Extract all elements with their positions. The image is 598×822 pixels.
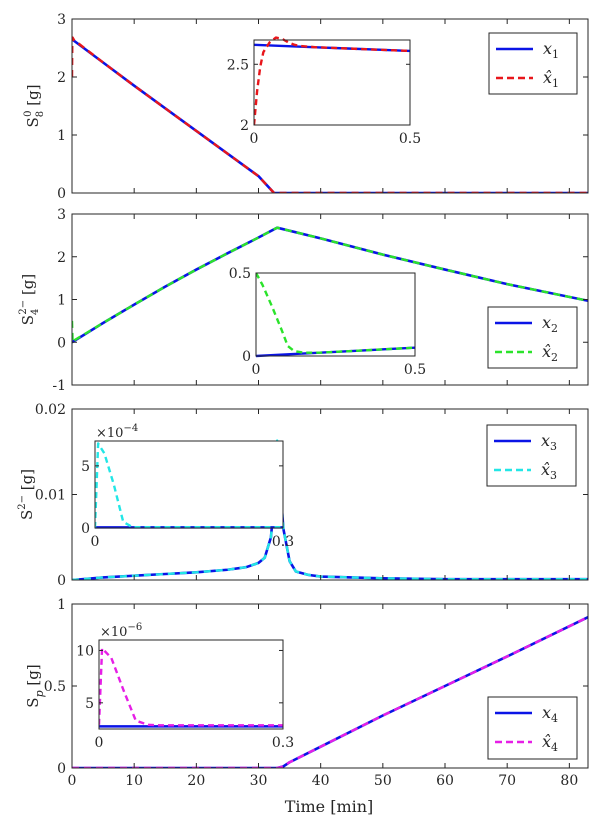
x-axis-label: Time [min] — [285, 797, 374, 816]
y-tick-label: 2 — [57, 70, 66, 86]
y-tick-label: 0 — [57, 186, 66, 202]
legend: x2x̂2 — [487, 306, 578, 369]
inset-y-tick-label: 5 — [81, 459, 90, 475]
inset-y-tick-label: 10 — [76, 643, 94, 659]
inset-y-tick-label: 0 — [81, 521, 90, 537]
inset-series-group — [256, 272, 415, 358]
inset-box — [94, 440, 284, 529]
legend-box — [486, 424, 577, 487]
legend-entry: x4 — [542, 703, 558, 725]
inset-4: 5 10 0 0.3 ×10−6 — [76, 622, 294, 751]
y-axis-label: S2− [g] — [17, 469, 36, 520]
y-tick-label: 0.01 — [35, 488, 66, 504]
legend-entry: x̂3 — [541, 460, 557, 482]
y-tick-label: 3 — [57, 12, 66, 28]
y-tick-label: -1 — [52, 378, 66, 394]
legend-entry: x3 — [541, 431, 557, 453]
series-group — [72, 226, 588, 344]
inset-line-estimate — [254, 36, 410, 126]
inset-series-group — [254, 36, 410, 126]
y-tick-label: 1 — [57, 128, 66, 144]
series-line-estimate — [72, 36, 588, 193]
y-axis-label: Sp [g] — [24, 664, 46, 707]
x-tick-label: 30 — [250, 773, 268, 789]
legend-entry: x̂4 — [542, 732, 558, 754]
series-line-true — [72, 38, 588, 193]
inset-x-tick-label: 0.5 — [399, 131, 421, 147]
inset-line-estimate — [256, 272, 415, 354]
y-tick-label: 2 — [57, 250, 66, 266]
y-tick-label: 0.02 — [35, 402, 66, 418]
inset-x-tick-label: 0 — [250, 131, 259, 147]
inset-2: 0 0.5 0 0.5 — [229, 266, 426, 378]
legend-entry: x1 — [543, 39, 559, 61]
inset-y-tick-label: 5 — [85, 696, 94, 712]
x-tick-label: 0 — [68, 773, 77, 789]
inset-series-group — [95, 442, 283, 529]
x-tick-label: 60 — [436, 773, 454, 789]
axes-box — [71, 18, 589, 194]
series-line-true — [72, 615, 588, 768]
inset-x-tick-label: 0.3 — [272, 534, 294, 550]
inset-x-tick-label: 0 — [95, 735, 104, 751]
y-tick-label: 0 — [57, 573, 66, 589]
inset-y-tick-label: 2 — [240, 118, 249, 134]
svg-text:S2− [g]: S2− [g] — [17, 469, 36, 520]
svg-text:Sp [g]: Sp [g] — [24, 664, 46, 707]
x-tick-label: 20 — [187, 773, 205, 789]
inset-1: 2 2.5 0 0.5 — [227, 36, 421, 147]
inset-box — [98, 639, 284, 730]
y-tick-label: 3 — [57, 207, 66, 223]
legend: x4x̂4 — [487, 696, 578, 760]
inset-exponent-label: ×10−6 — [100, 622, 142, 640]
inset-line-estimate — [99, 647, 283, 727]
y-tick-label: 1 — [57, 597, 66, 613]
series-group — [72, 36, 588, 193]
series-line-true — [72, 226, 588, 344]
inset-line-estimate — [95, 442, 283, 529]
inset-y-tick-label: 0 — [242, 349, 251, 365]
inset-exponent-label: ×10−4 — [96, 423, 138, 441]
legend-entry: x̂2 — [542, 342, 558, 364]
inset-x-tick-label: 0 — [91, 534, 100, 550]
svg-text:S42− [g]: S42− [g] — [18, 274, 41, 325]
inset-x-tick-label: 0 — [252, 362, 261, 378]
y-tick-label: 0 — [57, 335, 66, 351]
y-tick-label: 0.5 — [44, 679, 66, 695]
y-axis-label: S42− [g] — [18, 274, 41, 325]
inset-y-tick-label: 2.5 — [227, 57, 249, 73]
x-tick-label: 40 — [312, 773, 330, 789]
inset-box — [255, 272, 416, 357]
series-group — [72, 615, 588, 768]
inset-y-tick-label: 0.5 — [229, 266, 251, 282]
y-tick-label: 0 — [57, 761, 66, 777]
legend-box — [487, 696, 578, 760]
x-tick-label: 70 — [498, 773, 516, 789]
inset-3: 0 5 0 0.3 ×10−4 — [81, 423, 294, 550]
legend-entry: x2 — [542, 313, 558, 335]
y-tick-label: 1 — [57, 293, 66, 309]
inset-series-group — [99, 647, 283, 728]
legend-box — [488, 32, 578, 95]
x-tick-label: 10 — [125, 773, 143, 789]
x-tick-label: 80 — [560, 773, 578, 789]
legend: x1x̂1 — [488, 32, 578, 95]
svg-text:S80 [g]: S80 [g] — [23, 84, 46, 127]
legend: x3x̂3 — [486, 424, 577, 487]
y-axis-label: S80 [g] — [23, 84, 46, 127]
legend-entry: x̂1 — [543, 68, 559, 90]
inset-box — [253, 39, 411, 126]
inset-x-tick-label: 0.3 — [272, 735, 294, 751]
x-tick-label: 50 — [374, 773, 392, 789]
legend-box — [487, 306, 578, 369]
inset-x-tick-label: 0.5 — [404, 362, 426, 378]
